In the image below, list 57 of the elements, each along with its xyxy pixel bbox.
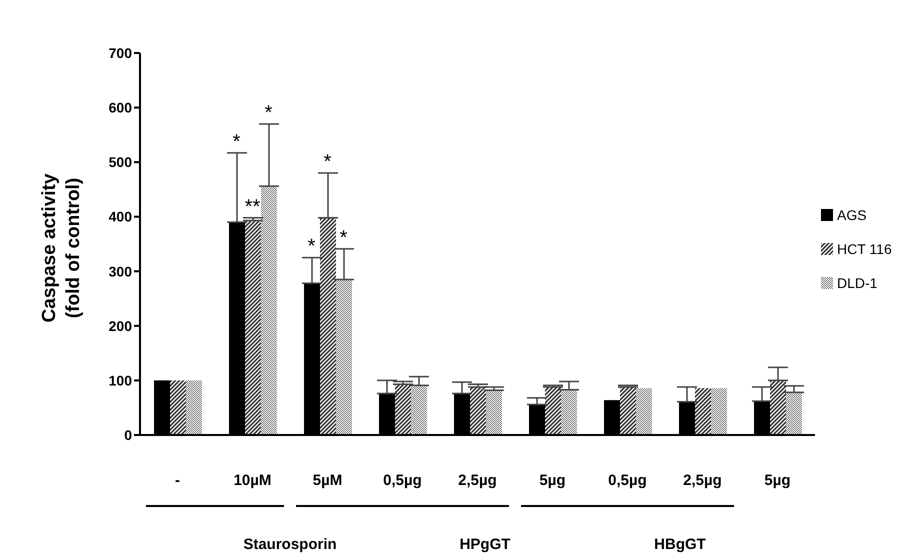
- x-tick-label: 5µg: [539, 472, 566, 489]
- bar: [529, 404, 545, 435]
- x-tick-label: 2,5µg: [458, 472, 497, 489]
- bar: [379, 394, 395, 435]
- bar: [320, 218, 336, 435]
- legend-label: HCT 116: [837, 241, 892, 257]
- x-tick-label: 2,5µg: [683, 472, 722, 489]
- bar: [604, 400, 620, 435]
- x-tick-label: 0,5µg: [608, 472, 647, 489]
- bar: [186, 380, 202, 435]
- annotation: **: [244, 196, 260, 218]
- y-tick-label: 200: [108, 318, 132, 334]
- bar: [620, 386, 636, 435]
- y-tick-label: 600: [108, 100, 132, 116]
- bar: [486, 390, 502, 435]
- bar: [229, 222, 245, 435]
- bar: [304, 283, 320, 435]
- bar: [411, 385, 427, 435]
- bar: [470, 386, 486, 435]
- bar: [561, 390, 577, 435]
- bar: [154, 380, 170, 435]
- bar: [336, 279, 352, 435]
- x-tick-label: -: [175, 472, 180, 489]
- bar: [695, 388, 711, 435]
- x-tick-label: 5µg: [764, 472, 791, 489]
- x-tick-label: 5µM: [312, 472, 342, 489]
- y-tick-label: 100: [108, 372, 132, 388]
- y-tick-label: 0: [124, 426, 132, 443]
- bar: [545, 386, 561, 435]
- bar: [636, 388, 652, 435]
- y-tick-label: 400: [108, 208, 132, 225]
- bar: [711, 388, 727, 435]
- y-axis-title: Caspase activity (fold of control): [38, 172, 85, 324]
- bar: [754, 401, 770, 435]
- annotation: *: [308, 236, 316, 258]
- y-tick-label: 700: [108, 44, 132, 61]
- legend-label: AGS: [837, 207, 867, 223]
- x-tick-label: 0,5µg: [383, 472, 422, 489]
- legend-label: DLD-1: [837, 275, 878, 291]
- y-tick-label: 300: [108, 263, 132, 280]
- y-tick-label: 500: [108, 154, 132, 170]
- annotation: *: [232, 130, 241, 153]
- bar: [170, 380, 186, 435]
- bar: [786, 392, 802, 435]
- bar: [261, 186, 277, 435]
- bar: [679, 402, 695, 435]
- annotation: *: [324, 151, 332, 174]
- bar: [245, 220, 261, 435]
- annotation: *: [264, 102, 273, 124]
- bar: [395, 384, 411, 435]
- text: Staurosporin: [242, 536, 338, 553]
- annotation: *: [340, 226, 348, 249]
- bar: [454, 394, 470, 435]
- bar: [770, 380, 786, 435]
- text: HBgGT: [653, 536, 707, 553]
- text: HPgGT: [458, 536, 512, 553]
- x-tick-label: 10µM: [234, 472, 272, 489]
